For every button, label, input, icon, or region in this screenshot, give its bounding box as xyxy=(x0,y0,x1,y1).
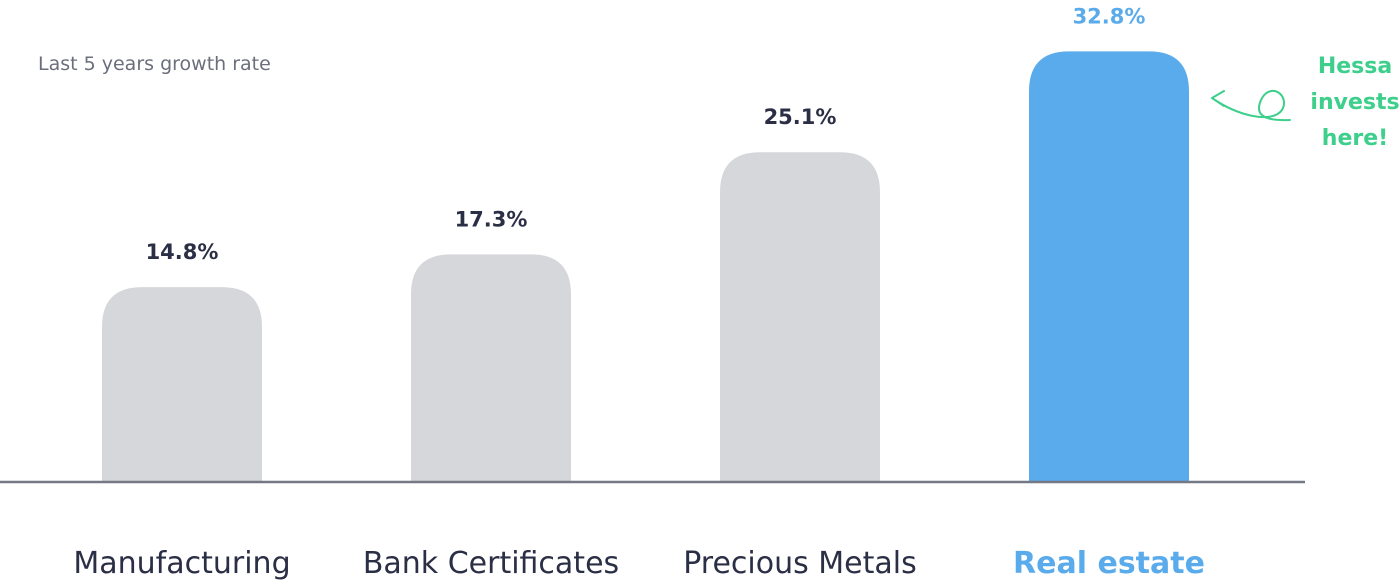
category-label-manufacturing: Manufacturing xyxy=(73,546,290,581)
bar-real-estate xyxy=(1029,51,1189,481)
value-label-real-estate: 32.8% xyxy=(1073,4,1146,28)
category-labels: Manufacturing Bank Certificates Precious M… xyxy=(73,546,1205,581)
bar-manufacturing xyxy=(102,287,262,481)
value-label-manufacturing: 14.8% xyxy=(146,240,219,264)
value-label-precious-metals: 25.1% xyxy=(764,105,837,129)
annotation: Hessa invests here! xyxy=(1211,54,1400,151)
annotation-line-3: here! xyxy=(1322,126,1388,151)
bar-precious-metals xyxy=(720,152,880,481)
value-labels: 14.8% 17.3% 25.1% 32.8% xyxy=(146,4,1146,264)
bar-bank-certificates xyxy=(411,254,571,481)
value-label-bank-certificates: 17.3% xyxy=(455,207,528,231)
category-label-real-estate: Real estate xyxy=(1013,546,1205,581)
chart-subtitle: Last 5 years growth rate xyxy=(38,53,271,75)
category-label-precious-metals: Precious Metals xyxy=(683,546,917,581)
curly-arrow-icon xyxy=(1211,90,1291,122)
annotation-line-1: Hessa xyxy=(1318,54,1392,79)
category-label-bank-certificates: Bank Certificates xyxy=(363,546,619,581)
annotation-line-2: invests xyxy=(1310,90,1399,115)
bars xyxy=(102,51,1189,481)
